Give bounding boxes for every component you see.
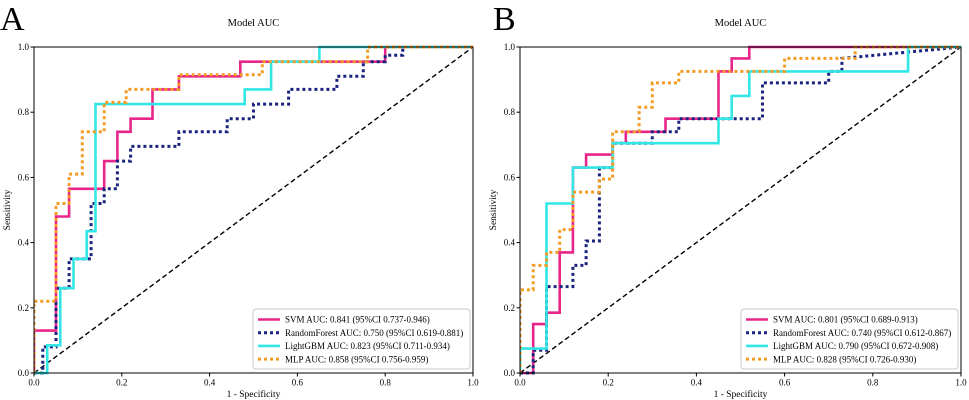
- plot-frame: [519, 46, 962, 374]
- chart-title: Model AUC: [228, 18, 280, 29]
- chart-title: Model AUC: [715, 18, 767, 29]
- legend-entry-lightgbm: LightGBM AUC: 0.823 (95%CI 0.711-0.934): [285, 341, 450, 351]
- y-axis-label: Sensitivity: [3, 189, 13, 230]
- x-tick-label: 0.2: [116, 378, 127, 388]
- x-tick-label: 0.4: [691, 378, 703, 388]
- roc-line-lightgbm: [34, 45, 473, 375]
- x-tick-label: 0.8: [380, 378, 392, 388]
- legend-entry-lightgbm: LightGBM AUC: 0.790 (95%CI 0.672-0.908): [773, 341, 938, 351]
- x-tick-label: 0.4: [204, 378, 216, 388]
- panel-a: A Model AUC 0.0 0.2 0.4 0.6 0.8 1.0 0.0 0.2 0.4 0.6…: [0, 1, 479, 400]
- x-tick-label: 1.0: [467, 378, 479, 388]
- x-axis-label: 1 - Specificity: [227, 389, 281, 400]
- x-tick-label: 0.0: [514, 378, 526, 388]
- panel-b: B Model AUC 0.0 0.2 0.4 0.6 0.8 1.0 0.0 0.2 0.4 0.6…: [489, 1, 967, 400]
- panel-label: A: [0, 1, 25, 38]
- x-tick-label: 0.0: [28, 378, 40, 388]
- roc-curves: [34, 45, 473, 375]
- roc-line-mlp: [34, 45, 473, 373]
- legend: SVM AUC: 0.841 (95%CI 0.737-0.946) Random…: [252, 308, 471, 370]
- legend-entry-mlp: MLP AUC: 0.828 (95%CI 0.726-0.930): [773, 354, 916, 364]
- diagonal-reference-line: [519, 46, 962, 374]
- y-tick-label: 0.8: [504, 107, 516, 117]
- roc-curves: [520, 45, 962, 375]
- x-axis-label: 1 - Specificity: [714, 389, 768, 400]
- legend-entry-randomforest: RandomForest AUC: 0.750 (95%CI 0.619-0.8…: [285, 328, 463, 338]
- legend-entry-svm: SVM AUC: 0.841 (95%CI 0.737-0.946): [285, 315, 430, 325]
- plot-frame: [33, 46, 474, 374]
- roc-line-svm: [34, 45, 473, 373]
- legend-box: [252, 308, 471, 370]
- y-tick-label: 0.4: [18, 238, 30, 248]
- x-tick-label: 0.6: [292, 378, 304, 388]
- legend-entry-svm: SVM AUC: 0.801 (95%CI 0.689-0.913): [773, 315, 918, 325]
- y-tick-label: 0.6: [18, 172, 30, 182]
- roc-line-randomforest: [34, 45, 473, 375]
- y-tick-label: 0.4: [504, 238, 516, 248]
- roc-line-lightgbm: [520, 45, 961, 373]
- roc-line-mlp: [520, 45, 961, 373]
- legend-box: [740, 308, 959, 370]
- x-tick-label: 1.0: [955, 378, 967, 388]
- legend: SVM AUC: 0.801 (95%CI 0.689-0.913) Random…: [740, 308, 959, 370]
- y-tick-label: 1.0: [18, 42, 30, 52]
- y-axis-label: Sensitivity: [489, 189, 499, 230]
- diagonal-reference-line: [33, 46, 474, 374]
- y-tick-label: 0.2: [18, 303, 29, 313]
- y-tick-label: 0.8: [18, 107, 30, 117]
- y-tick-label: 0.0: [18, 368, 30, 378]
- y-tick-label: 0.0: [504, 368, 516, 378]
- legend-entry-mlp: MLP AUC: 0.858 (95%CI 0.756-0.959): [285, 354, 428, 364]
- x-tick-label: 0.8: [867, 378, 879, 388]
- y-tick-label: 0.6: [504, 172, 516, 182]
- y-tick-label: 1.0: [504, 42, 516, 52]
- panel-label: B: [493, 1, 516, 38]
- legend-entry-randomforest: RandomForest AUC: 0.740 (95%CI 0.612-0.8…: [773, 328, 951, 338]
- x-tick-label: 0.6: [779, 378, 791, 388]
- y-tick-label: 0.2: [504, 303, 515, 313]
- x-tick-label: 0.2: [603, 378, 614, 388]
